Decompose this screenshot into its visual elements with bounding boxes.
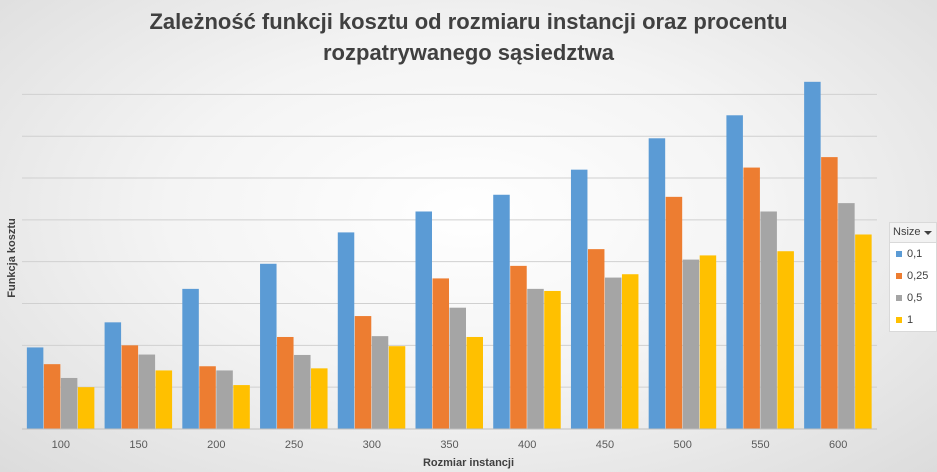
bar-150-series-0 xyxy=(104,322,122,429)
legend: Nsize 0,1 0,25 0,5 1 xyxy=(889,222,937,332)
x-axis-title: Rozmiar instancji xyxy=(422,457,515,469)
bar-450-series-1 xyxy=(587,249,605,429)
bar-500-series-3 xyxy=(699,255,717,429)
legend-swatch xyxy=(896,317,902,323)
y-axis-title: Funkcja kosztu xyxy=(6,218,18,298)
bar-450-series-3 xyxy=(621,274,639,429)
bar-400-series-1 xyxy=(510,265,527,429)
x-tick-label: 350 xyxy=(440,439,458,451)
bar-400-series-0 xyxy=(493,194,510,429)
bar-150-series-3 xyxy=(155,370,173,429)
bar-250-series-3 xyxy=(311,368,328,429)
x-tick-label: 600 xyxy=(829,439,847,451)
x-tick-label: 500 xyxy=(674,439,692,451)
bar-300-series-1 xyxy=(354,316,372,429)
legend-swatch xyxy=(896,295,902,301)
bar-600-series-1 xyxy=(821,157,838,430)
bar-200-series-0 xyxy=(182,288,199,429)
bar-500-series-0 xyxy=(648,138,666,429)
legend-title: Nsize xyxy=(893,226,921,238)
x-tick-label: 250 xyxy=(285,439,303,451)
dropdown-caret-icon xyxy=(924,231,932,235)
bar-100-series-3 xyxy=(77,387,95,429)
bar-550-series-3 xyxy=(777,251,794,429)
bar-400-series-2 xyxy=(527,288,544,429)
bar-450-series-2 xyxy=(604,277,622,429)
legend-label: 0,1 xyxy=(907,248,923,260)
x-tick-label: 450 xyxy=(596,439,614,451)
bar-100-series-2 xyxy=(60,377,78,429)
bar-300-series-3 xyxy=(388,346,406,429)
legend-item: 1 xyxy=(890,309,936,331)
bar-500-series-1 xyxy=(665,196,683,429)
bar-350-series-2 xyxy=(449,307,466,429)
x-tick-label: 100 xyxy=(52,439,70,451)
bar-200-series-1 xyxy=(199,366,216,429)
legend-label: 0,5 xyxy=(907,292,923,304)
bar-450-series-0 xyxy=(570,169,588,429)
bar-250-series-1 xyxy=(277,336,294,429)
bar-100-series-1 xyxy=(43,364,61,429)
bar-350-series-0 xyxy=(415,211,432,429)
legend-label: 1 xyxy=(907,314,914,326)
legend-item: 0,1 xyxy=(890,243,936,265)
bar-550-series-0 xyxy=(726,115,743,429)
legend-swatch xyxy=(896,251,902,257)
legend-item: 0,25 xyxy=(890,265,936,287)
bar-300-series-0 xyxy=(337,232,355,429)
bar-350-series-3 xyxy=(466,336,483,429)
x-tick-label: 200 xyxy=(207,439,225,451)
chart-title-line-2: rozpatrywanego sąsiedztwa xyxy=(323,40,614,65)
bar-150-series-2 xyxy=(138,354,156,429)
bar-100-series-0 xyxy=(26,347,44,429)
x-tick-label: 150 xyxy=(129,439,147,451)
bar-600-series-3 xyxy=(855,234,872,429)
bar-600-series-0 xyxy=(804,81,821,429)
legend-swatch xyxy=(896,273,902,279)
bar-600-series-2 xyxy=(838,203,855,429)
bar-200-series-2 xyxy=(216,370,233,429)
bar-250-series-0 xyxy=(260,263,277,429)
bar-150-series-1 xyxy=(121,345,139,429)
bar-200-series-3 xyxy=(233,385,250,429)
x-tick-label: 400 xyxy=(518,439,536,451)
legend-filter-button[interactable]: Nsize xyxy=(890,223,936,243)
chart-title-line-1: Zależność funkcji kosztu od rozmiaru ins… xyxy=(149,9,788,34)
bar-550-series-2 xyxy=(760,211,777,429)
bar-300-series-2 xyxy=(371,336,389,429)
legend-label: 0,25 xyxy=(907,270,929,282)
bar-350-series-1 xyxy=(432,278,449,429)
x-tick-label: 550 xyxy=(751,439,769,451)
x-tick-label: 300 xyxy=(363,439,381,451)
legend-item: 0,5 xyxy=(890,287,936,309)
bar-400-series-3 xyxy=(544,290,561,429)
bar-550-series-1 xyxy=(743,167,760,429)
bar-500-series-2 xyxy=(682,259,700,429)
chart-title: Zależność funkcji kosztu od rozmiaru ins… xyxy=(0,6,937,68)
bar-250-series-2 xyxy=(294,354,311,429)
